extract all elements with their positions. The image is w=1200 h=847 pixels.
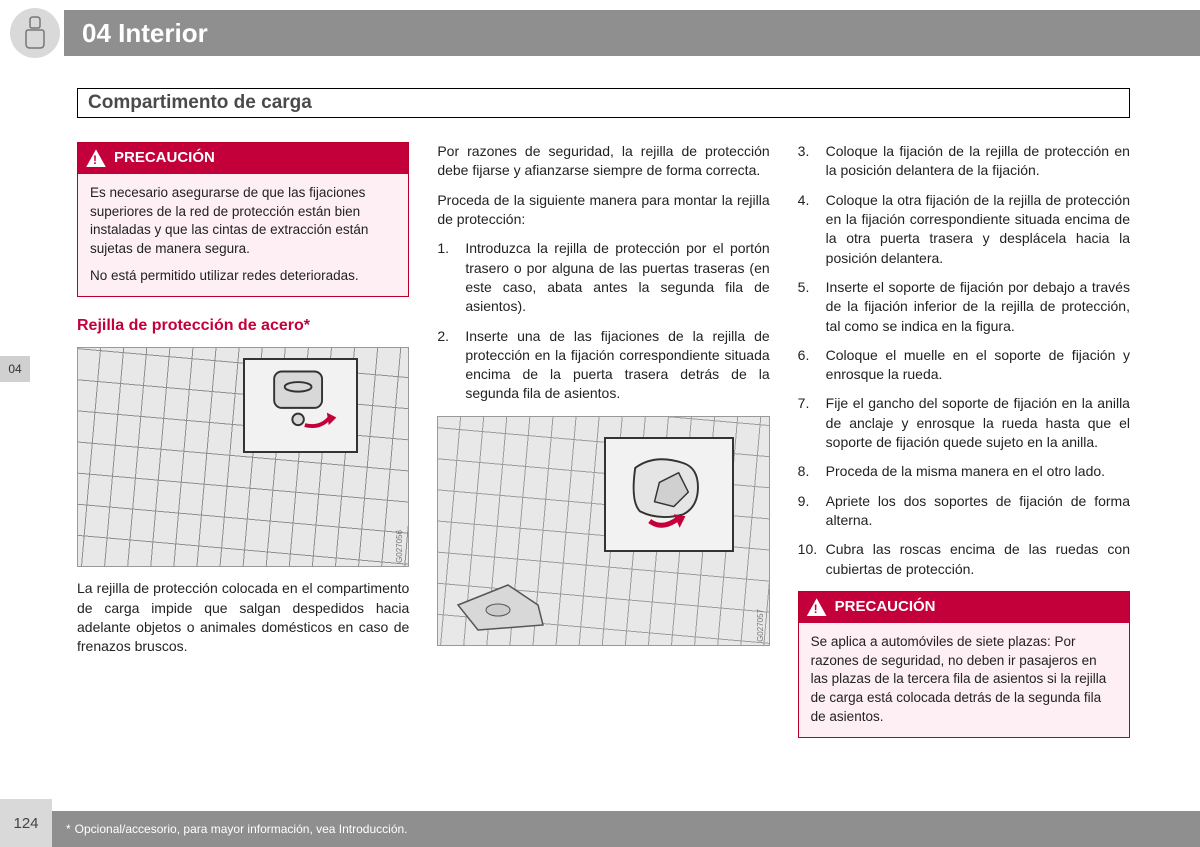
chapter-title: 04 Interior: [82, 18, 208, 49]
caution-box-2: PRECAUCIÓN Se aplica a automóviles de si…: [798, 591, 1130, 738]
step-10: Cubra las roscas encima de las ruedas co…: [798, 540, 1130, 579]
illustration-1: G027056: [77, 347, 409, 567]
steps-list-b: Coloque la fijación de la rejilla de pro…: [798, 142, 1130, 579]
caution-label-2: PRECAUCIÓN: [835, 597, 936, 618]
image-code-1: G027056: [394, 530, 405, 563]
page-number-value: 124: [13, 815, 38, 832]
caution-header: PRECAUCIÓN: [78, 143, 408, 174]
caution-header-2: PRECAUCIÓN: [799, 592, 1129, 623]
caution-box-1: PRECAUCIÓN Es necesario asegurarse de qu…: [77, 142, 409, 297]
side-tab-label: 04: [8, 362, 21, 376]
steps-list-a: Introduzca la rejilla de protección por …: [437, 239, 769, 404]
step-8: Proceda de la misma manera en el otro la…: [798, 462, 1130, 481]
side-tab: 04: [0, 356, 30, 382]
step-5: Inserte el soporte de fijación por debaj…: [798, 278, 1130, 336]
illustration-inset-2: [604, 437, 734, 552]
column-2: Por razones de seguridad, la rejilla de …: [437, 142, 769, 787]
warning-icon: [86, 149, 106, 167]
content-columns: PRECAUCIÓN Es necesario asegurarse de qu…: [77, 142, 1130, 787]
col2-p1: Por razones de seguridad, la rejilla de …: [437, 142, 769, 181]
page-number: 124: [0, 799, 52, 847]
step-6: Coloque el muelle en el soporte de fijac…: [798, 346, 1130, 385]
illustration-inset-1: [243, 358, 358, 453]
warning-icon: [807, 598, 827, 616]
caution-p1: Es necesario asegurarse de que las fijac…: [90, 184, 396, 260]
footer-text: * Opcional/accesorio, para mayor informac…: [0, 822, 408, 836]
step-9: Apriete los dos soportes de fijación de …: [798, 492, 1130, 531]
section-title-box: Compartimento de carga: [77, 88, 1130, 118]
col1-paragraph: La rejilla de protección colocada en el …: [77, 579, 409, 656]
column-1: PRECAUCIÓN Es necesario asegurarse de qu…: [77, 142, 409, 787]
col2-p2: Proceda de la siguiente manera para mont…: [437, 191, 769, 230]
caution-body-2: Se aplica a automóviles de siete plazas:…: [799, 623, 1129, 737]
column-3: Coloque la fijación de la rejilla de pro…: [798, 142, 1130, 787]
caution-label: PRECAUCIÓN: [114, 148, 215, 169]
step-2: Inserte una de las fijaciones de la reji…: [437, 327, 769, 404]
illustration-2: G027057: [437, 416, 769, 646]
caution-p2: No está permitido utilizar redes deterio…: [90, 267, 396, 286]
footer-note: Opcional/accesorio, para mayor informaci…: [75, 822, 408, 836]
step-1: Introduzca la rejilla de protección por …: [437, 239, 769, 316]
step-3: Coloque la fijación de la rejilla de pro…: [798, 142, 1130, 181]
section-title: Compartimento de carga: [88, 92, 312, 114]
step-7: Fije el gancho del soporte de fijación e…: [798, 394, 1130, 452]
footer-bar: * Opcional/accesorio, para mayor informac…: [0, 811, 1200, 847]
caution-body-2-text: Se aplica a automóviles de siete plazas:…: [811, 633, 1117, 727]
step-4: Coloque la otra fijación de la rejilla d…: [798, 191, 1130, 268]
caution-body: Es necesario asegurarse de que las fijac…: [78, 174, 408, 296]
chapter-header: 04 Interior: [64, 10, 1200, 56]
seat-icon: [10, 8, 60, 58]
image-code-2: G027057: [755, 609, 766, 642]
subsection-heading: Rejilla de protección de acero*: [77, 315, 409, 337]
footer-star: *: [66, 822, 71, 836]
